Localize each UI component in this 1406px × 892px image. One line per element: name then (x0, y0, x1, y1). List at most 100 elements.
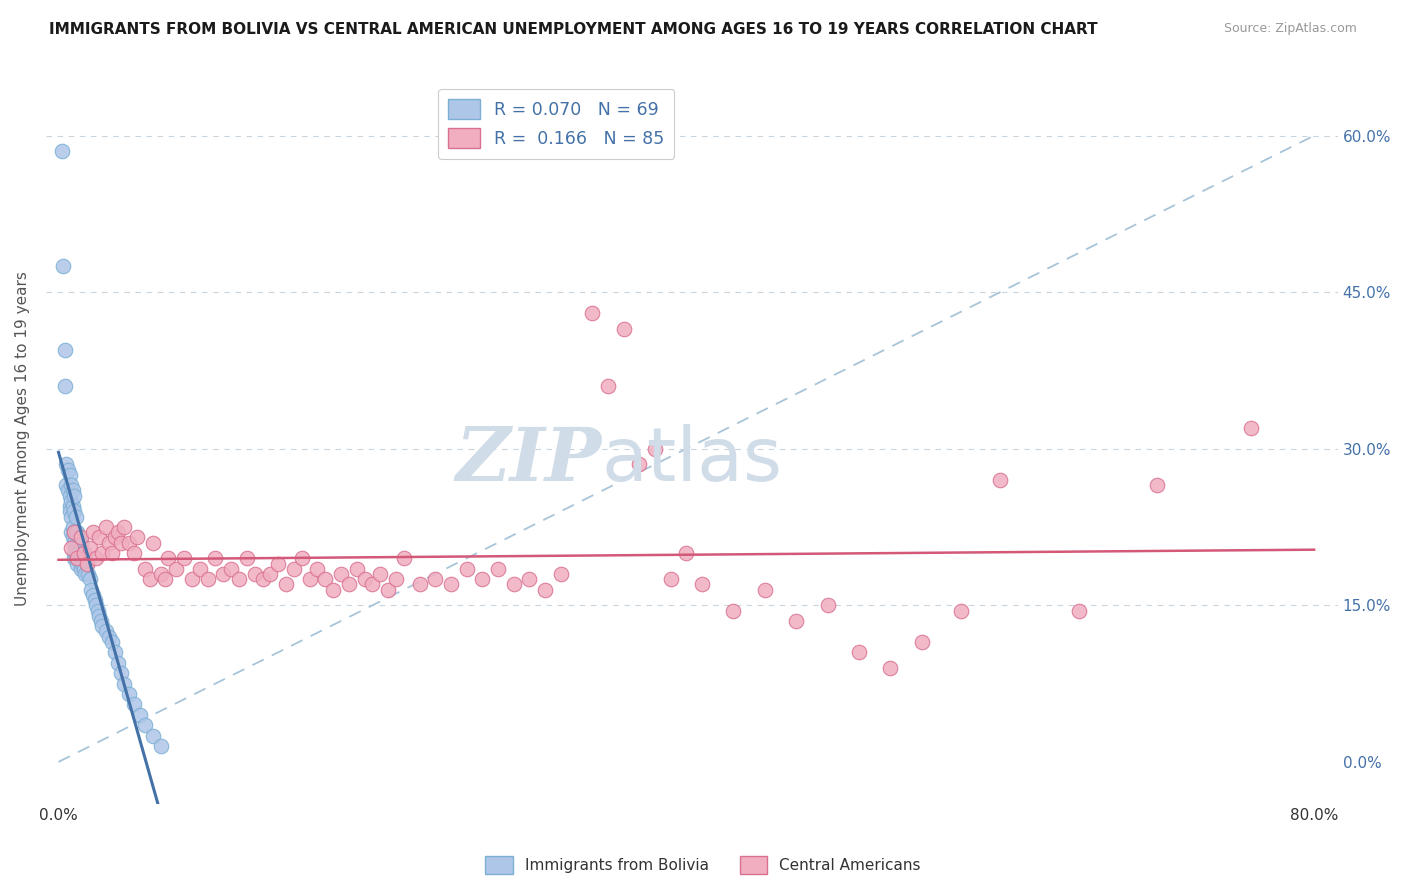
Point (83, 593, 105, 607)
Point (157, 551, 180, 566)
Point (84, 551, 107, 566)
Point (550, 566, 572, 581)
Point (58, 489, 80, 503)
Point (63, 535, 86, 549)
Point (675, 546, 697, 560)
Point (84, 599, 107, 613)
Point (659, 572, 682, 586)
Point (63, 525, 86, 540)
Point (70, 557, 93, 571)
Point (754, 582, 776, 597)
Point (58, 499, 80, 513)
Point (110, 666, 132, 681)
Point (94, 520, 117, 534)
Point (72, 546, 94, 560)
Point (107, 525, 129, 540)
Point (291, 551, 314, 566)
Point (337, 577, 360, 591)
Point (134, 718, 156, 732)
Point (368, 566, 391, 581)
Point (77, 566, 100, 581)
Point (52, 259, 75, 273)
Point (114, 520, 136, 534)
Point (785, 614, 807, 628)
Point (204, 551, 226, 566)
Point (283, 562, 305, 576)
Point (75, 551, 97, 566)
Point (58, 467, 80, 482)
Point (56, 462, 79, 476)
Point (612, 322, 634, 336)
Point (56, 483, 79, 498)
Point (236, 551, 259, 566)
Point (69, 535, 91, 549)
Point (76, 557, 98, 571)
Point (104, 531, 127, 545)
Point (690, 577, 713, 591)
Point (519, 572, 541, 586)
Point (138, 572, 160, 586)
Point (259, 566, 281, 581)
Point (60, 509, 83, 524)
Point (118, 687, 141, 701)
Point (65, 509, 87, 524)
Point (142, 535, 165, 549)
Point (65, 525, 87, 540)
Point (67, 531, 90, 545)
Point (89, 608, 111, 623)
Point (104, 645, 127, 659)
Point (408, 577, 430, 591)
Point (502, 577, 524, 591)
Point (122, 698, 145, 712)
Point (75, 566, 97, 581)
Point (66, 535, 89, 549)
Point (644, 442, 666, 456)
Point (723, 603, 745, 617)
Point (70, 546, 93, 560)
Point (298, 572, 321, 586)
Point (949, 603, 972, 617)
Point (228, 572, 250, 586)
Point (385, 572, 408, 586)
Point (97, 630, 120, 644)
Point (197, 572, 219, 586)
Point (53, 343, 76, 357)
Text: ZIP: ZIP (456, 424, 602, 497)
Point (79, 572, 101, 586)
Point (82, 588, 104, 602)
Point (53, 379, 76, 393)
Point (212, 566, 235, 581)
Point (353, 572, 375, 586)
Point (107, 656, 129, 670)
Point (879, 661, 901, 675)
Point (330, 566, 353, 581)
Point (188, 562, 211, 576)
Point (97, 535, 120, 549)
Point (91, 619, 114, 633)
Point (60, 525, 83, 540)
Point (65, 541, 87, 555)
Point (72, 546, 94, 560)
Legend: Immigrants from Bolivia, Central Americans: Immigrants from Bolivia, Central America… (479, 850, 927, 880)
Point (440, 577, 463, 591)
Point (60, 541, 83, 555)
Point (377, 582, 399, 597)
Point (361, 577, 384, 591)
Point (91, 546, 114, 560)
Point (456, 562, 478, 576)
Point (125, 531, 148, 545)
Legend: R = 0.070   N = 69, R =  0.166   N = 85: R = 0.070 N = 69, R = 0.166 N = 85 (439, 89, 675, 159)
Point (1067, 603, 1090, 617)
Point (149, 566, 172, 581)
Point (252, 572, 274, 586)
Point (82, 525, 104, 540)
Point (63, 546, 86, 560)
Point (60, 478, 83, 492)
Point (173, 551, 195, 566)
Point (62, 531, 84, 545)
Text: IMMIGRANTS FROM BOLIVIA VS CENTRAL AMERICAN UNEMPLOYMENT AMONG AGES 16 TO 19 YEA: IMMIGRANTS FROM BOLIVIA VS CENTRAL AMERI… (49, 22, 1098, 37)
Point (51, 145, 73, 159)
Point (87, 603, 110, 617)
Point (134, 562, 156, 576)
Point (63, 525, 86, 540)
